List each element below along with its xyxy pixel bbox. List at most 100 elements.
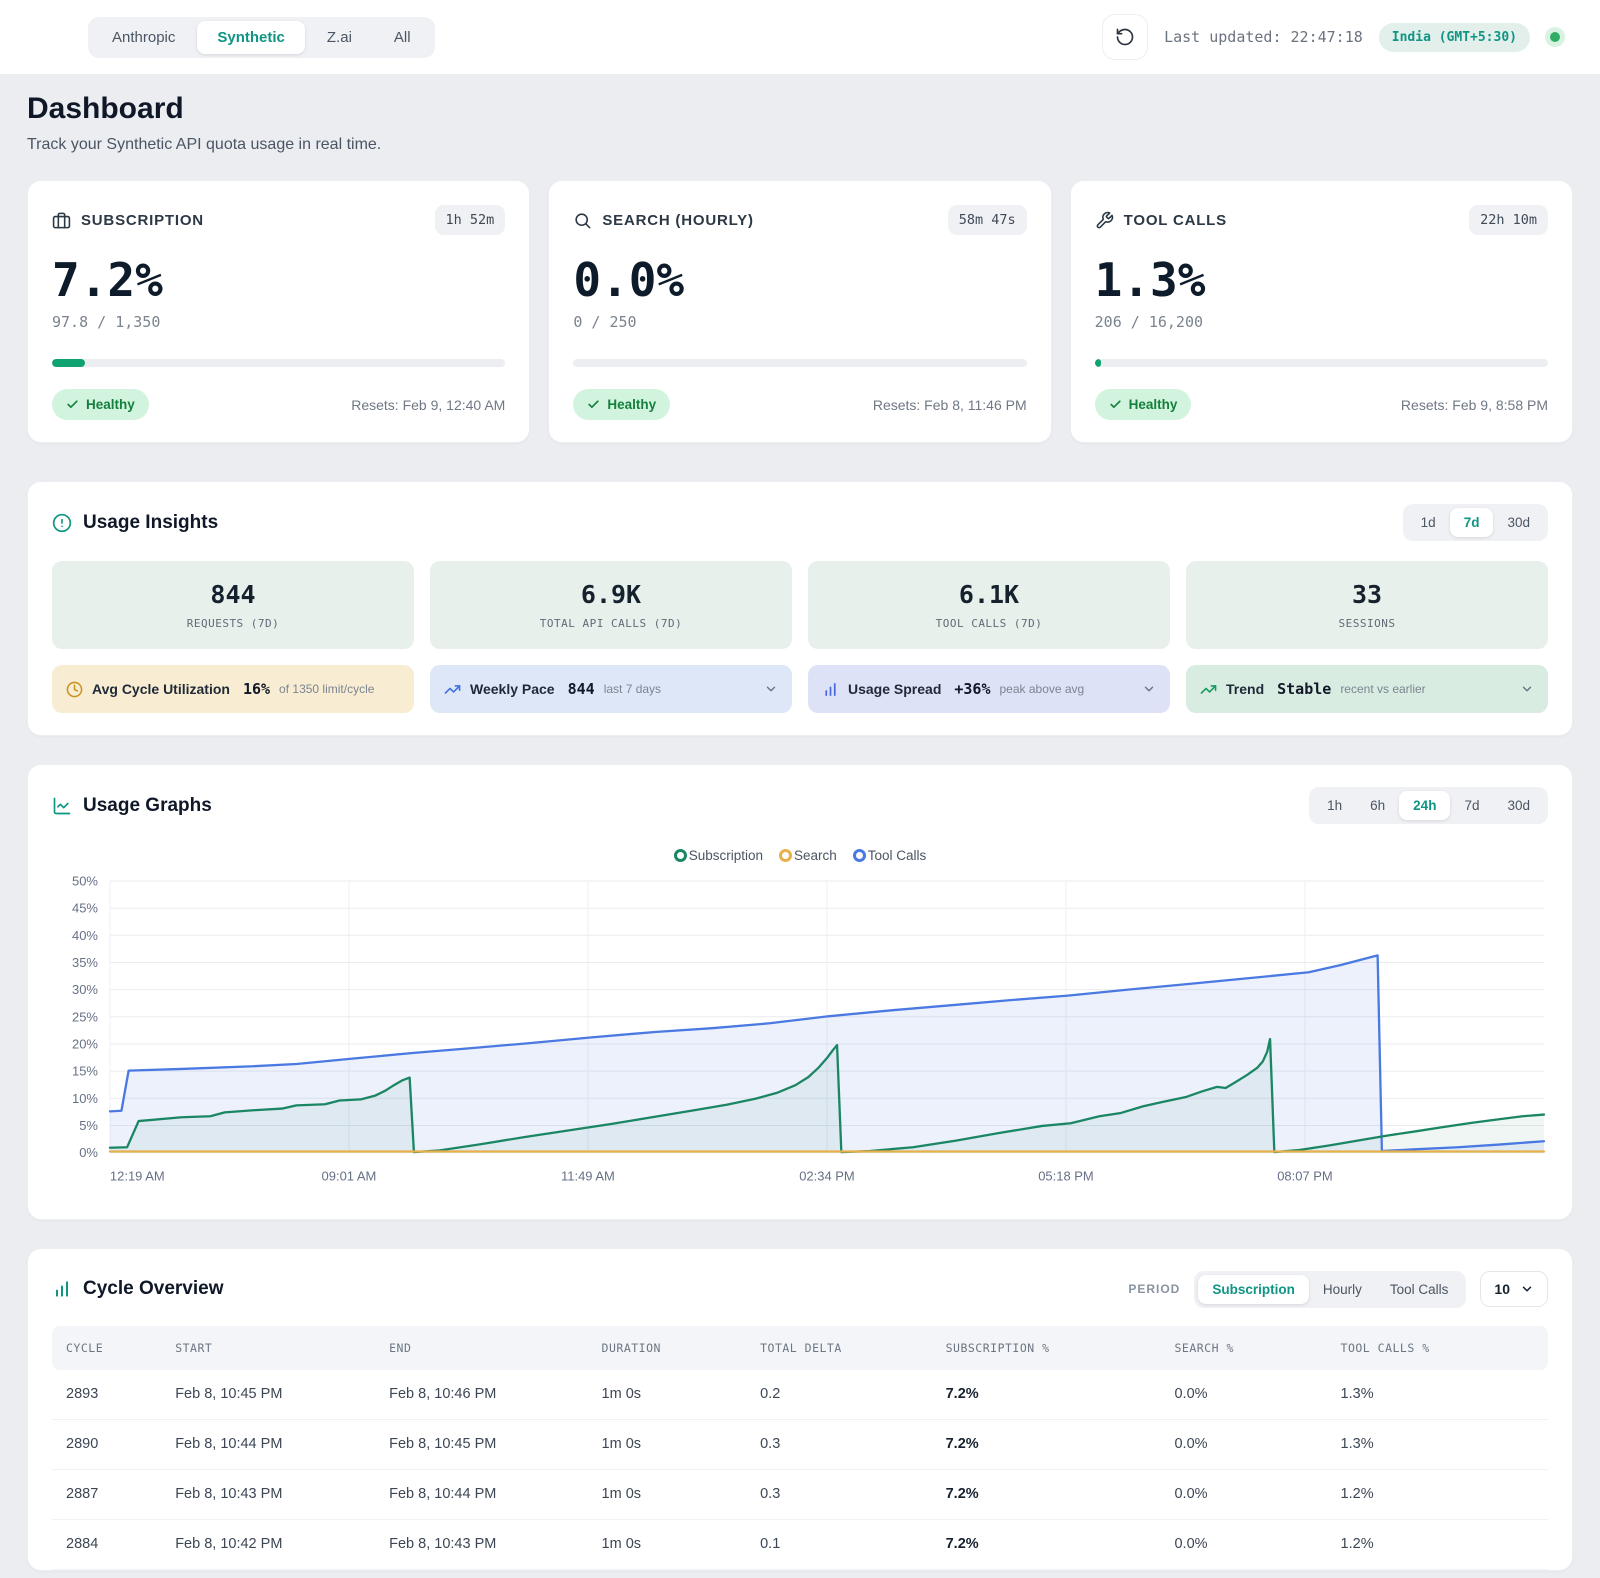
insight-pill-usage-spread[interactable]: Usage Spread +36% peak above avg — [808, 665, 1170, 713]
graphs-range-30d[interactable]: 30d — [1493, 791, 1544, 820]
check-icon — [587, 398, 600, 411]
usage-fraction: 206 / 16,200 — [1094, 313, 1204, 331]
insights-range-30d[interactable]: 30d — [1493, 508, 1544, 537]
table-cell-start: Feb 8, 10:44 PM — [175, 1436, 283, 1453]
usage-insights-panel: Usage Insights 1d 7d 30d 844 REQUESTS (7D) 6… — [27, 481, 1573, 736]
legend-item-search[interactable]: Search — [778, 848, 837, 863]
page-subtitle: Track your Synthetic API quota usage in … — [27, 136, 382, 153]
chevron-down-icon[interactable] — [764, 682, 778, 696]
table-cell-search: 0.0% — [1174, 1436, 1208, 1453]
tab-anthropic[interactable]: Anthropic — [92, 21, 195, 54]
table-cell-start: Feb 8, 10:42 PM — [175, 1536, 283, 1553]
graphs-range-7d[interactable]: 7d — [1450, 791, 1493, 820]
tile-label: REQUESTS (7D) — [186, 617, 280, 630]
resets-text: Resets: Feb 9, 12:40 AM — [351, 396, 506, 413]
pill-label: Avg Cycle Utilization — [92, 681, 230, 697]
bar-chart-icon — [52, 1279, 72, 1299]
graphs-range-24h[interactable]: 24h — [1399, 791, 1451, 820]
svg-text:08:07 PM: 08:07 PM — [1277, 1169, 1333, 1184]
page-size-value: 10 — [1494, 1281, 1510, 1298]
column-header-end: END — [389, 1340, 412, 1355]
period-hourly[interactable]: Hourly — [1309, 1275, 1376, 1304]
table-row[interactable]: 2884 Feb 8, 10:42 PM Feb 8, 10:43 PM 1m 0s 0… — [52, 1520, 1548, 1570]
stat-tile-requests-7d: 844 REQUESTS (7D) — [52, 561, 414, 649]
table-cell-duration: 1m 0s — [601, 1536, 642, 1553]
period-label: PERIOD — [1128, 1282, 1181, 1297]
period-subscription[interactable]: Subscription — [1198, 1274, 1309, 1304]
svg-text:30%: 30% — [72, 982, 98, 997]
insight-tiles-row: 844 REQUESTS (7D) 6.9K TOTAL API CALLS (7D)… — [52, 561, 1548, 649]
tool-calls-card: TOOL CALLS 22h 10m 1.3% 206 / 16,200 Hea… — [1069, 180, 1573, 443]
table-cell-search: 0.0% — [1174, 1536, 1208, 1553]
cycle-table: CYCLE START END DURATION TOTAL DELTA SUBSCRIP… — [52, 1325, 1548, 1570]
column-header-start: START — [175, 1340, 213, 1355]
table-cell-subscription: 7.2% — [945, 1436, 979, 1453]
graphs-range-6h[interactable]: 6h — [1356, 791, 1399, 820]
table-header-row: CYCLE START END DURATION TOTAL DELTA SUBSCRIP… — [52, 1325, 1548, 1370]
wrench-icon — [1095, 211, 1114, 230]
chevron-down-icon[interactable] — [1520, 682, 1534, 696]
legend-item-subscription[interactable]: Subscription — [673, 848, 763, 863]
insights-range-7d[interactable]: 7d — [1449, 508, 1494, 537]
page-title: Dashboard — [27, 92, 184, 125]
chart-legend: Subscription Search Tool Calls — [52, 848, 1548, 863]
table-cell-cycle: 2893 — [66, 1386, 99, 1403]
card-title: TOOL CALLS — [1123, 211, 1227, 229]
check-icon — [66, 398, 79, 411]
status-badge: Healthy — [52, 389, 149, 420]
usage-percent: 7.2% — [52, 253, 163, 307]
refresh-button[interactable] — [1102, 14, 1149, 60]
pill-suffix: of 1350 limit/cycle — [279, 682, 375, 696]
table-row[interactable]: 2890 Feb 8, 10:44 PM Feb 8, 10:45 PM 1m 0s 0… — [52, 1420, 1548, 1470]
stat-tile-sessions: 33 SESSIONS — [1186, 561, 1548, 649]
table-cell-total-delta: 0.3 — [760, 1486, 781, 1503]
svg-text:02:34 PM: 02:34 PM — [799, 1169, 855, 1184]
provider-tabs: Anthropic Synthetic Z.ai All — [88, 16, 435, 58]
insight-pill-trend[interactable]: Trend Stable recent vs earlier — [1186, 665, 1548, 713]
svg-text:15%: 15% — [72, 1064, 98, 1079]
pill-value: 844 — [567, 680, 595, 698]
legend-item-tool-calls[interactable]: Tool Calls — [852, 848, 927, 863]
svg-text:50%: 50% — [72, 873, 98, 888]
usage-percent: 1.3% — [1094, 253, 1206, 307]
tab-z-ai[interactable]: Z.ai — [307, 21, 372, 54]
tab-all[interactable]: All — [374, 21, 431, 54]
period-tool-calls[interactable]: Tool Calls — [1376, 1275, 1463, 1304]
pill-suffix: last 7 days — [603, 682, 662, 696]
tile-label: TOOL CALLS (7D) — [935, 617, 1043, 630]
pill-suffix: recent vs earlier — [1340, 682, 1426, 696]
table-cell-total-delta: 0.1 — [760, 1536, 781, 1553]
legend-label: Tool Calls — [867, 848, 927, 863]
insights-range-1d[interactable]: 1d — [1407, 508, 1450, 537]
table-cell-end: Feb 8, 10:44 PM — [389, 1486, 497, 1503]
table-row[interactable]: 2893 Feb 8, 10:45 PM Feb 8, 10:46 PM 1m 0s 0… — [52, 1370, 1548, 1420]
svg-text:20%: 20% — [72, 1036, 98, 1051]
trending-up-icon — [444, 681, 461, 698]
table-cell-search: 0.0% — [1174, 1486, 1208, 1503]
table-cell-tool-calls: 1.2% — [1340, 1536, 1374, 1553]
topbar: Anthropic Synthetic Z.ai All Last updated: … — [0, 0, 1600, 74]
tab-synthetic[interactable]: Synthetic — [197, 20, 305, 54]
insight-pill-avg-cycle-utilization: Avg Cycle Utilization 16% of 1350 limit/cy… — [52, 665, 414, 713]
legend-ring — [778, 849, 792, 862]
tile-value: 6.9K — [580, 580, 642, 609]
column-header-tool-calls: TOOL CALLS % — [1340, 1340, 1430, 1355]
line-chart-icon — [52, 796, 72, 816]
svg-text:0%: 0% — [79, 1145, 98, 1160]
cycles-title: Cycle Overview — [83, 1278, 224, 1300]
legend-label: Search — [793, 848, 837, 863]
insight-pills-row: Avg Cycle Utilization 16% of 1350 limit/cy… — [52, 665, 1548, 713]
table-row[interactable]: 2887 Feb 8, 10:43 PM Feb 8, 10:44 PM 1m 0s 0… — [52, 1470, 1548, 1520]
table-cell-search: 0.0% — [1174, 1386, 1208, 1403]
page-size-select[interactable]: 10 — [1480, 1271, 1548, 1308]
table-cell-cycle: 2887 — [66, 1486, 99, 1503]
graphs-range-1h[interactable]: 1h — [1313, 791, 1356, 820]
table-cell-duration: 1m 0s — [601, 1486, 642, 1503]
table-cell-total-delta: 0.3 — [760, 1436, 781, 1453]
insight-pill-weekly-pace[interactable]: Weekly Pace 844 last 7 days — [430, 665, 792, 713]
table-cell-duration: 1m 0s — [601, 1386, 642, 1403]
last-updated-text: Last updated: 22:47:18 — [1164, 28, 1363, 46]
chevron-down-icon[interactable] — [1142, 682, 1156, 696]
legend-ring — [673, 849, 687, 862]
status-badge: Healthy — [1094, 389, 1192, 420]
